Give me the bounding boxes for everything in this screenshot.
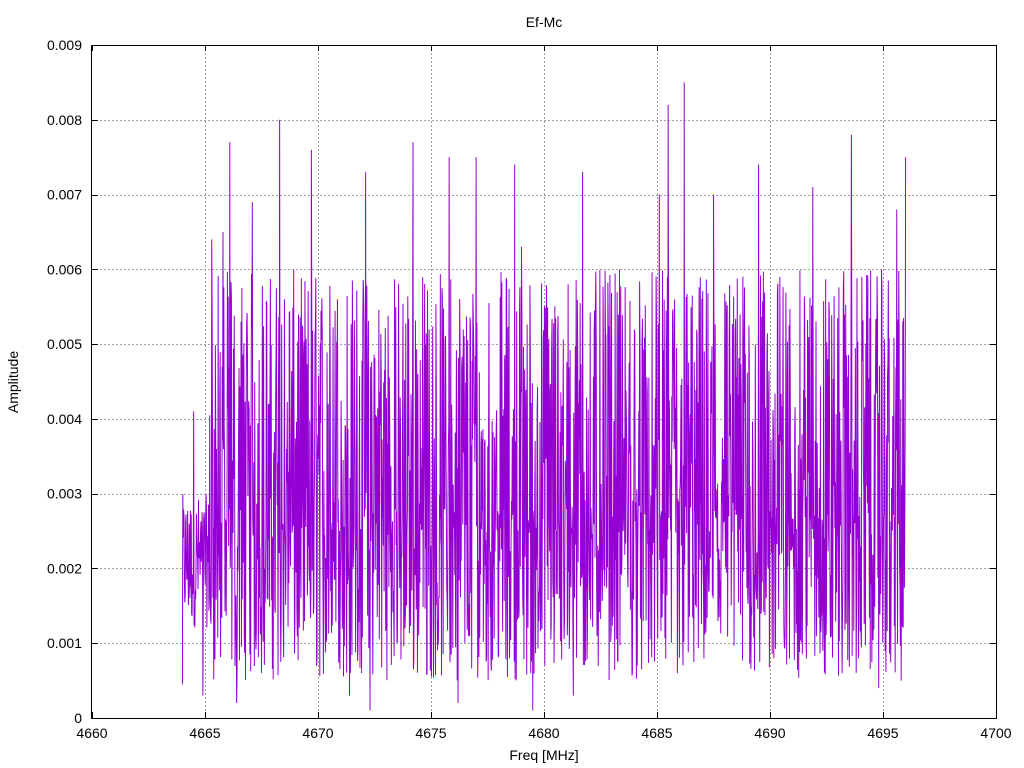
y-tick-label: 0.003 xyxy=(47,486,82,502)
x-tick-label: 4685 xyxy=(641,725,672,741)
y-tick-label: 0 xyxy=(74,710,82,726)
y-tick-label: 0.004 xyxy=(47,411,82,427)
chart-title: Ef-Mc xyxy=(526,14,563,30)
y-tick-label: 0.007 xyxy=(47,187,82,203)
x-tick-label: 4680 xyxy=(528,725,559,741)
x-tick-label: 4675 xyxy=(415,725,446,741)
y-tick-label: 0.006 xyxy=(47,261,82,277)
ticks: 4660 4665 4670 4675 4680 4685 4690 4695 4700 0 0.0… xyxy=(47,37,1012,741)
series-layer xyxy=(181,82,907,711)
x-tick-label: 4665 xyxy=(189,725,220,741)
x-axis-label: Freq [MHz] xyxy=(509,747,578,763)
x-tick-label: 4695 xyxy=(867,725,898,741)
y-tick-label: 0.001 xyxy=(47,635,82,651)
series-line-0 xyxy=(181,82,907,711)
x-tick-label: 4660 xyxy=(76,725,107,741)
y-tick-label: 0.009 xyxy=(47,37,82,53)
x-tick-label: 4670 xyxy=(302,725,333,741)
y-axis-label: Amplitude xyxy=(5,351,21,413)
x-tick-label: 4690 xyxy=(754,725,785,741)
y-tick-label: 0.008 xyxy=(47,112,82,128)
y-tick-label: 0.002 xyxy=(47,560,82,576)
x-tick-label: 4700 xyxy=(980,725,1011,741)
y-tick-label: 0.005 xyxy=(47,336,82,352)
